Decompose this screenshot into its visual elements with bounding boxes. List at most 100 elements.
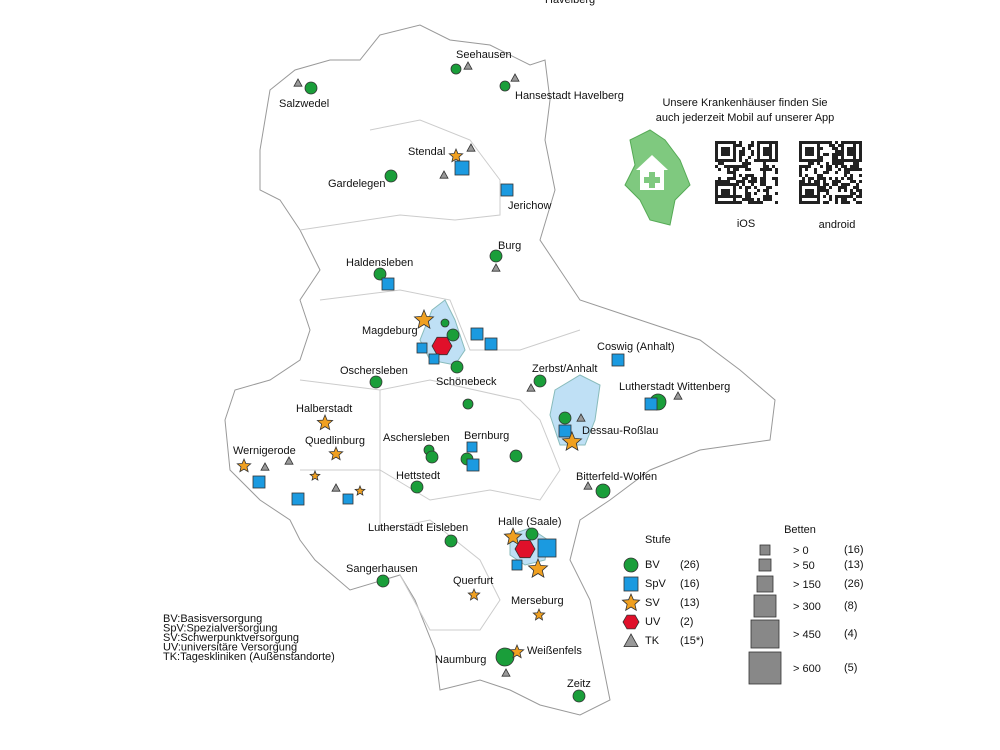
qr-cell (733, 147, 736, 150)
qr-cell (826, 162, 829, 165)
city-label: Bernburg (464, 430, 509, 442)
qr-cell (844, 168, 847, 171)
qr-cell (724, 201, 727, 204)
qr-cell (760, 201, 763, 204)
qr-cell (808, 192, 811, 195)
city-label: Merseburg (511, 595, 564, 607)
qr-cell (844, 165, 847, 168)
qr-cell (727, 189, 730, 192)
qr-cell (829, 186, 832, 189)
qr-cell (742, 183, 745, 186)
city-label: Zeitz (567, 678, 591, 690)
qr-cell (727, 177, 730, 180)
qr-cell (748, 144, 751, 147)
qr-cell (817, 147, 820, 150)
qr-cell (715, 192, 718, 195)
marker-sv (316, 413, 334, 431)
qr-cell (769, 150, 772, 153)
qr-cell (814, 168, 817, 171)
legend-count: (13) (680, 597, 700, 609)
qr-cell (745, 165, 748, 168)
qr-cell (727, 159, 730, 162)
qr-cell (859, 150, 862, 153)
note: UV:universitäre Versorgung (163, 641, 297, 653)
qr-cell (844, 201, 847, 204)
qr-cell (739, 153, 742, 156)
qr-cell (763, 159, 766, 162)
marker-bv (425, 450, 439, 464)
qr-cell (856, 183, 859, 186)
qr-cell (823, 186, 826, 189)
qr-cell (715, 183, 718, 186)
marker-spv (644, 397, 658, 411)
qr-cell (757, 153, 760, 156)
qr-cell (766, 192, 769, 195)
qr-cell (721, 192, 724, 195)
qr-cell (763, 183, 766, 186)
qr-cell (856, 168, 859, 171)
qr-cell (733, 165, 736, 168)
marker-tk (510, 73, 520, 82)
qr-cell (727, 165, 730, 168)
qr-cell (835, 180, 838, 183)
city-label: Weißenfels (527, 645, 582, 657)
qr-cell (718, 180, 721, 183)
qr-cell (739, 159, 742, 162)
qr-cell (763, 168, 766, 171)
qr-cell (841, 141, 844, 144)
qr-cell (754, 186, 757, 189)
qr-cell (808, 183, 811, 186)
qr-cell (823, 153, 826, 156)
qr-cell (745, 177, 748, 180)
marker-spv (558, 424, 572, 438)
qr-cell (808, 147, 811, 150)
marker-tk (576, 413, 586, 422)
marker-bv (384, 169, 398, 183)
qr-cell (853, 156, 856, 159)
qr-cell (727, 201, 730, 204)
qr-cell (775, 180, 778, 183)
legend-count: (5) (844, 662, 857, 674)
qr-cell (757, 198, 760, 201)
qr-cell (775, 150, 778, 153)
qr-cell (751, 153, 754, 156)
qr-cell (715, 201, 718, 204)
qr-cell (766, 147, 769, 150)
qr-cell (811, 141, 814, 144)
qr-cell (727, 180, 730, 183)
marker-spv (416, 342, 428, 354)
qr-cell (844, 171, 847, 174)
city-label: Halberstadt (296, 403, 352, 415)
qr-cell (841, 156, 844, 159)
qr-cell (727, 153, 730, 156)
legend-count: (4) (844, 628, 857, 640)
qr-cell (850, 141, 853, 144)
qr-cell (718, 183, 721, 186)
qr-cell (715, 195, 718, 198)
qr-cell (805, 150, 808, 153)
qr-cell (823, 180, 826, 183)
marker-sv (561, 430, 583, 451)
qr-cell (721, 183, 724, 186)
qr-cell (766, 189, 769, 192)
qr-cell (742, 198, 745, 201)
qr-cell (724, 192, 727, 195)
app-text: auch jederzeit Mobil auf unserer App (656, 112, 835, 124)
marker-spv (500, 183, 514, 197)
qr-cell (841, 186, 844, 189)
qr-cell (727, 168, 730, 171)
qr-cell (757, 144, 760, 147)
legend-title: Betten (784, 524, 816, 536)
qr-cell (817, 189, 820, 192)
marker-sv (309, 469, 321, 481)
qr-cell (817, 150, 820, 153)
qr-cell (799, 198, 802, 201)
marker-uv (431, 336, 453, 356)
qr-cell (802, 183, 805, 186)
city-label: Gardelegen (328, 178, 386, 190)
qr-cell (799, 171, 802, 174)
qr-cell (742, 150, 745, 153)
qr-cell (808, 159, 811, 162)
qr-cell (772, 159, 775, 162)
qr-cell (751, 198, 754, 201)
